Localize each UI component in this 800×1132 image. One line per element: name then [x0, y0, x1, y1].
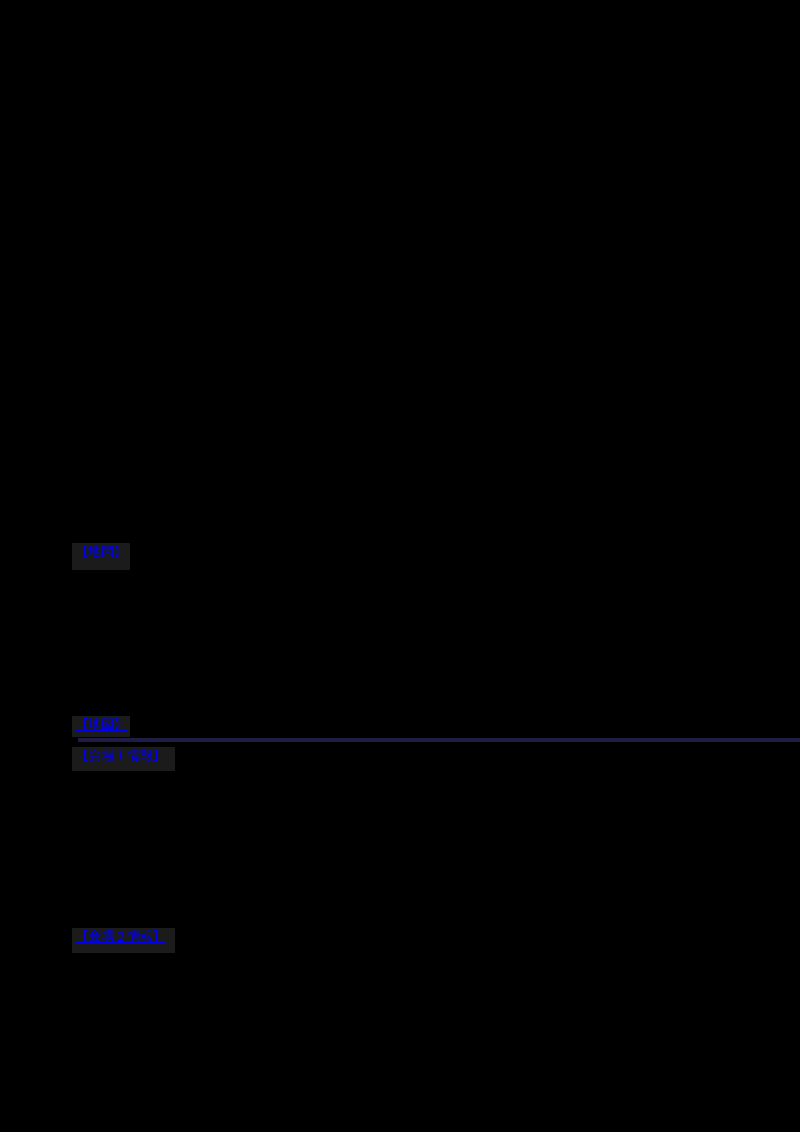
map-link-1[interactable]: 【地図】 — [72, 543, 130, 570]
horizontal-divider — [78, 738, 800, 742]
venue-1-info-link[interactable]: 【会場１情報】 — [72, 747, 175, 771]
map-link-2[interactable]: 【地図】 — [72, 716, 130, 737]
venue-2-info-link[interactable]: 【会場２情報】 — [72, 928, 175, 953]
